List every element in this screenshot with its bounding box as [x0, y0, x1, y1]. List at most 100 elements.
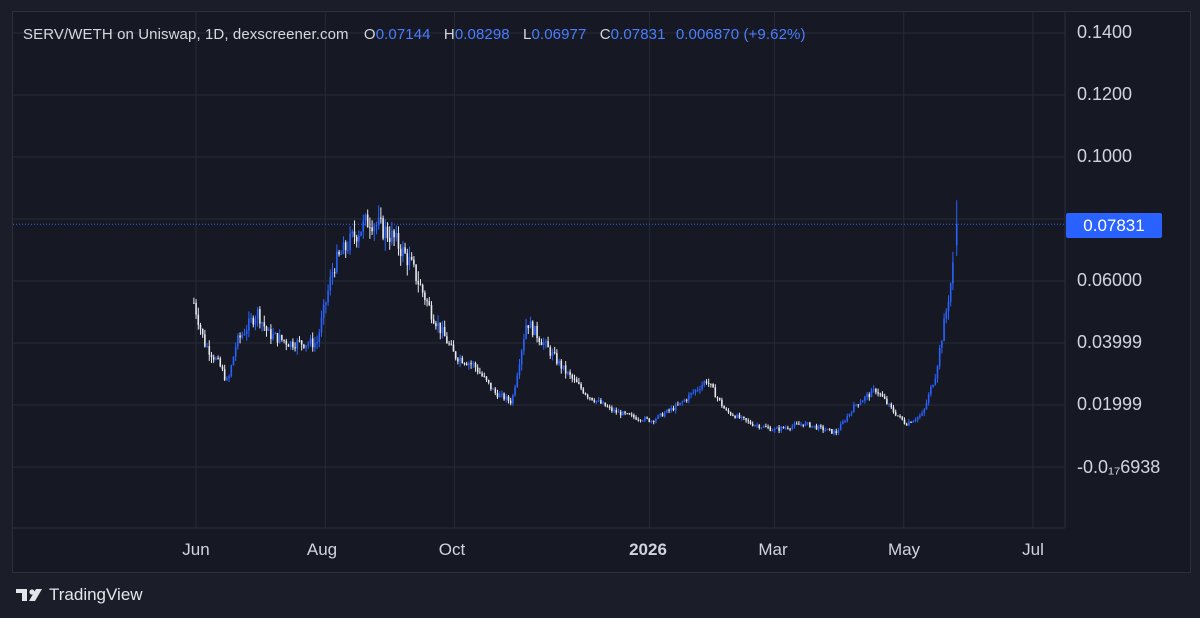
candle-body — [556, 353, 558, 364]
candle-body — [652, 420, 655, 422]
candle-body — [254, 318, 257, 325]
candle-body — [798, 423, 800, 425]
candle-body — [696, 389, 699, 391]
candle-body — [921, 413, 923, 416]
candle-body — [617, 411, 620, 413]
candle-body — [212, 357, 215, 360]
candle-body — [765, 426, 767, 428]
candle-body — [261, 322, 263, 324]
candle-body — [591, 397, 593, 401]
candle-body — [703, 381, 706, 386]
candle-body — [905, 423, 908, 426]
candle-body — [336, 251, 338, 273]
close-label: C — [599, 26, 611, 43]
candle-body — [534, 325, 536, 336]
candle-body — [208, 346, 211, 355]
candle-body — [659, 413, 662, 416]
y-tick-label: 0.03999 — [1077, 332, 1143, 352]
candle-body — [663, 412, 666, 417]
y-tick-label: 0.1200 — [1077, 84, 1133, 104]
candle-body — [670, 408, 673, 411]
candle-body — [263, 322, 266, 327]
candle-body — [498, 393, 501, 398]
candle-body — [448, 343, 450, 345]
candle-body — [256, 309, 259, 319]
candle-body — [773, 428, 776, 431]
candle-body — [276, 333, 279, 343]
candle-body — [839, 424, 842, 431]
candle-body — [699, 389, 701, 391]
candle-body — [914, 419, 917, 421]
candle-body — [912, 420, 915, 423]
candle-body — [408, 256, 411, 266]
candle-body — [230, 365, 233, 377]
candle-body — [635, 417, 637, 420]
candle-body — [347, 250, 349, 252]
candle-body — [382, 218, 384, 239]
candle-body — [358, 235, 360, 242]
candle-body — [890, 403, 893, 408]
candle-body — [952, 262, 954, 284]
candle-body — [681, 401, 684, 403]
candle-body — [732, 414, 734, 416]
candle-body — [628, 413, 631, 415]
candle-body — [569, 372, 571, 375]
candle-body — [349, 233, 351, 251]
candle-body — [375, 224, 378, 227]
candle-body — [547, 341, 549, 348]
candle-body — [340, 253, 343, 255]
candle-body — [780, 426, 783, 431]
candle-body — [514, 386, 516, 396]
candle-body — [622, 411, 624, 416]
candle-body — [593, 400, 596, 402]
candle-body — [531, 321, 534, 336]
candle-body — [380, 217, 382, 219]
candle-body — [468, 363, 470, 366]
candle-body — [580, 383, 582, 389]
candle-body — [391, 230, 393, 243]
candle-body — [615, 410, 618, 413]
candle-body — [855, 404, 857, 406]
candle-body — [817, 425, 820, 430]
candle-body — [558, 360, 560, 364]
candle-body — [745, 418, 747, 421]
candle-body — [474, 362, 477, 368]
candle-body — [536, 325, 538, 339]
candle-body — [883, 396, 886, 399]
candle-body — [861, 400, 864, 403]
candle-body — [584, 393, 587, 395]
candle-body — [872, 388, 875, 390]
candle-body — [573, 378, 576, 380]
candle-body — [199, 325, 202, 329]
candle-body — [624, 411, 626, 414]
low-value: 0.06977 — [531, 26, 587, 43]
candle-body — [916, 417, 919, 420]
candle-body — [657, 415, 659, 419]
candle-body — [265, 326, 268, 331]
candle-body — [245, 330, 248, 335]
x-tick-label: Jun — [182, 540, 210, 559]
candle-body — [782, 426, 785, 429]
candle-body — [287, 344, 290, 347]
candle-body — [842, 421, 844, 425]
candle-body — [894, 412, 897, 416]
candle-body — [701, 385, 703, 390]
candle-body — [353, 231, 356, 237]
candle-body — [771, 430, 774, 432]
candle-body — [545, 341, 547, 343]
candle-body — [677, 404, 679, 406]
candle-body — [787, 427, 789, 429]
candle-body — [747, 420, 750, 422]
tradingview-brand[interactable]: TradingView — [16, 585, 143, 605]
candle-body — [707, 382, 710, 384]
candle-body — [859, 402, 862, 405]
candle-body — [943, 318, 945, 342]
candle-body — [718, 397, 721, 400]
candle-body — [272, 334, 274, 340]
open-value: 0.07144 — [375, 26, 431, 43]
candle-body — [388, 237, 391, 243]
candle-body — [754, 425, 756, 427]
candle-body — [637, 419, 640, 421]
candle-body — [567, 372, 569, 374]
